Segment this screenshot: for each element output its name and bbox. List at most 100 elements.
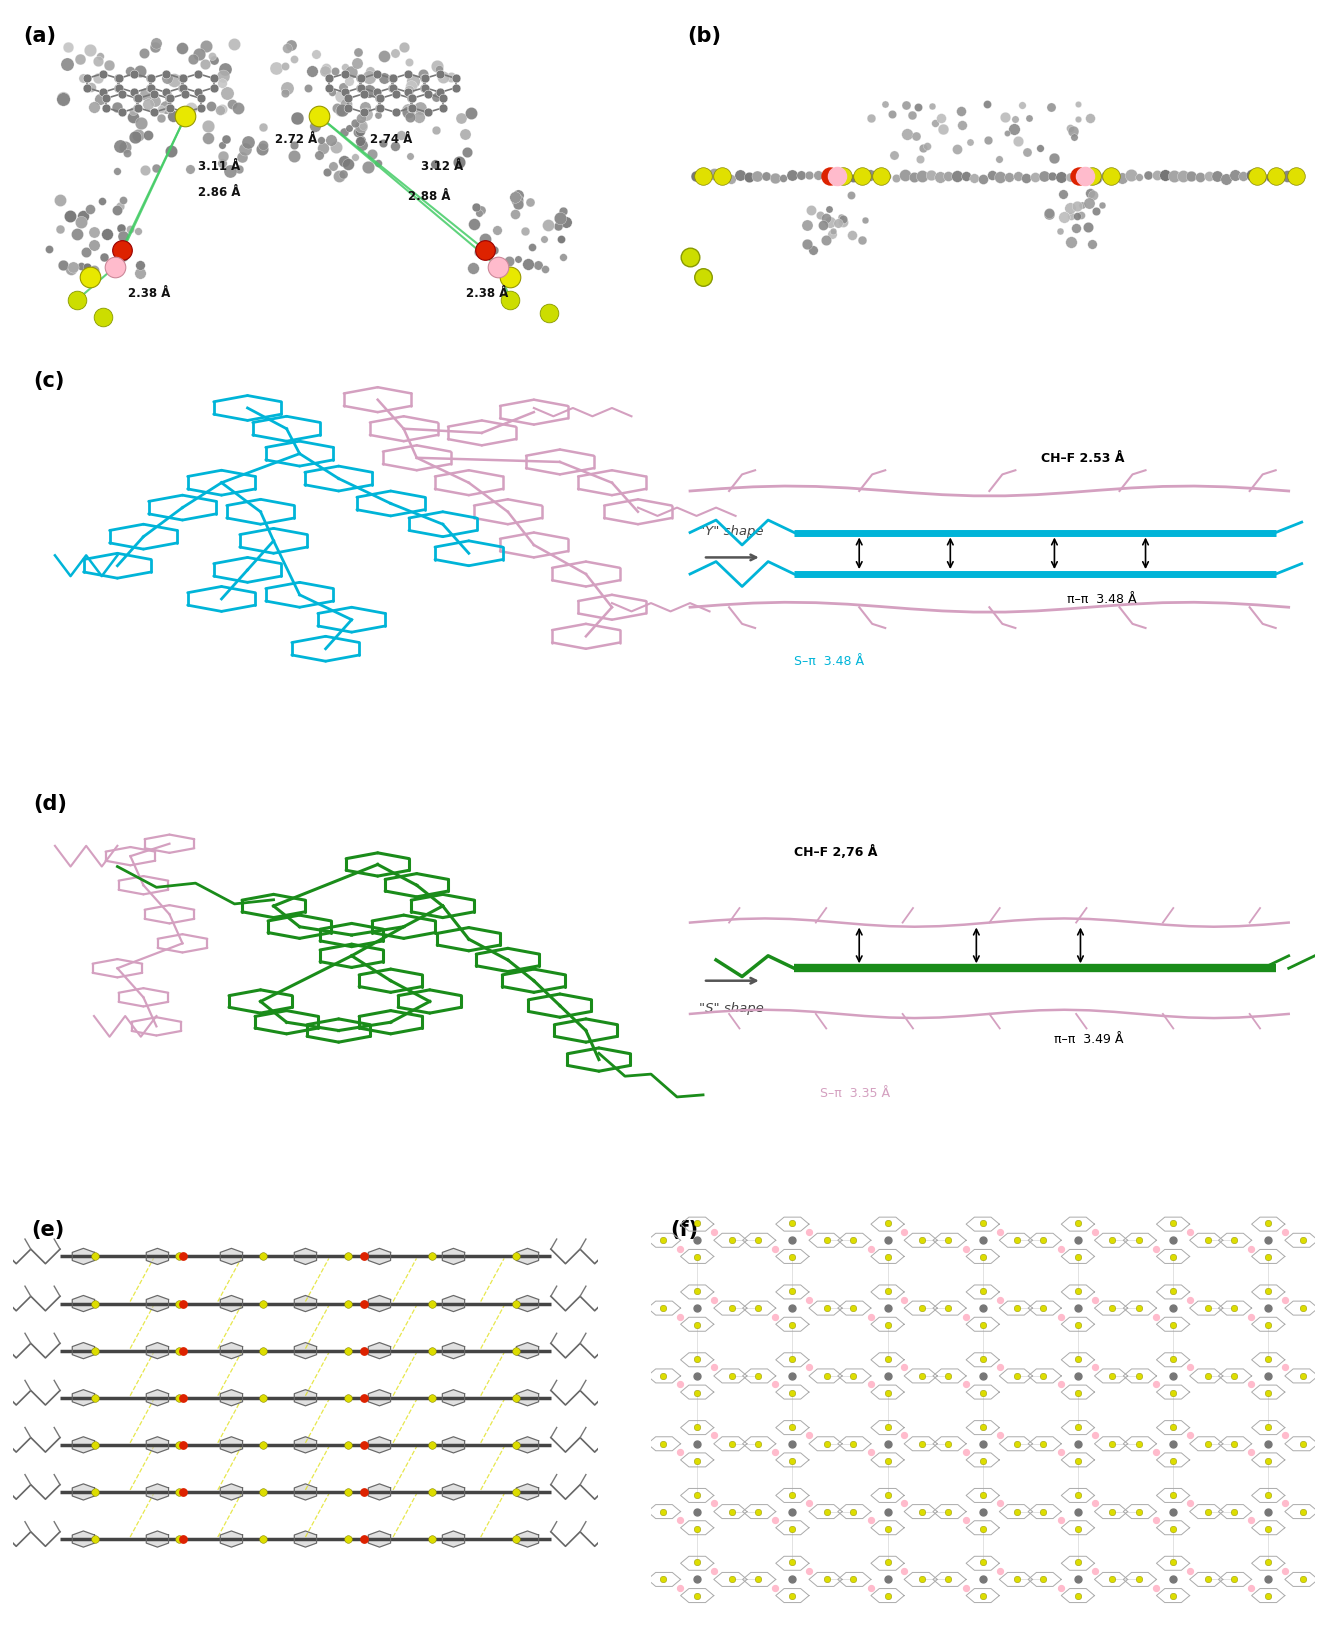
Point xyxy=(166,529,187,555)
Point xyxy=(348,962,369,988)
Point xyxy=(610,567,631,593)
Point xyxy=(369,85,390,111)
Point xyxy=(1127,1498,1149,1524)
Point xyxy=(175,81,197,107)
Point xyxy=(88,49,109,75)
Point xyxy=(815,205,837,231)
Point xyxy=(876,1481,898,1508)
Point xyxy=(692,163,713,189)
Point xyxy=(1068,1481,1089,1508)
Point xyxy=(373,917,394,943)
Point xyxy=(158,980,179,1006)
Point xyxy=(109,75,130,101)
Point xyxy=(652,1566,673,1592)
Point xyxy=(356,101,377,127)
Point xyxy=(216,80,238,106)
Point xyxy=(1033,163,1054,189)
Point xyxy=(588,1035,610,1061)
Point xyxy=(173,1525,194,1551)
Point xyxy=(989,1354,1011,1381)
Point xyxy=(515,456,537,482)
Point xyxy=(1084,1286,1105,1312)
Point xyxy=(497,487,518,513)
Point xyxy=(369,94,390,120)
Point xyxy=(114,133,135,160)
Point xyxy=(466,518,487,544)
Point xyxy=(323,153,344,179)
Point xyxy=(550,982,571,1008)
Point xyxy=(471,433,493,459)
Point xyxy=(252,1244,274,1270)
Point xyxy=(1258,1498,1279,1524)
Point xyxy=(414,75,436,101)
Point xyxy=(687,1363,708,1389)
Point xyxy=(972,1312,993,1338)
Point xyxy=(529,941,550,967)
Point xyxy=(252,1338,274,1364)
Point xyxy=(290,925,311,951)
Point xyxy=(1276,163,1297,189)
Point xyxy=(92,303,113,329)
Point xyxy=(150,96,171,122)
Point xyxy=(77,65,98,91)
Point xyxy=(505,1291,526,1317)
Point xyxy=(1068,1346,1089,1372)
Point xyxy=(951,112,972,138)
Point xyxy=(211,132,232,158)
Point xyxy=(556,1052,578,1078)
Point xyxy=(1179,1490,1201,1516)
Point xyxy=(938,1498,959,1524)
Point xyxy=(108,65,129,91)
Point xyxy=(1223,1498,1244,1524)
Point xyxy=(894,1558,915,1584)
Point xyxy=(98,52,120,78)
Text: 2.38 Å: 2.38 Å xyxy=(127,287,170,300)
Point xyxy=(333,392,355,418)
Text: 2.38 Å: 2.38 Å xyxy=(466,287,509,300)
Point xyxy=(871,163,892,189)
Point xyxy=(756,163,777,189)
Point xyxy=(450,983,471,1009)
Point xyxy=(189,41,210,67)
Point xyxy=(143,81,165,107)
Point xyxy=(295,899,316,925)
Point xyxy=(1162,1210,1183,1236)
Point xyxy=(505,427,526,453)
Point xyxy=(550,436,571,462)
Point xyxy=(282,641,303,667)
Point xyxy=(876,1413,898,1439)
Point xyxy=(1258,1363,1279,1389)
Point xyxy=(499,247,521,274)
Point xyxy=(307,601,328,627)
Point xyxy=(401,381,422,407)
Point xyxy=(214,57,235,83)
Point xyxy=(1068,1516,1089,1542)
Point xyxy=(112,236,133,262)
Point xyxy=(155,94,177,120)
Point xyxy=(583,456,604,482)
Polygon shape xyxy=(442,1530,465,1547)
Point xyxy=(393,428,414,454)
Point xyxy=(414,484,436,510)
Point xyxy=(130,109,151,135)
Point xyxy=(398,49,420,75)
Point xyxy=(203,65,224,91)
Point xyxy=(463,212,485,238)
Point xyxy=(911,1363,932,1389)
Point xyxy=(826,163,847,189)
Point xyxy=(782,1278,803,1304)
Point xyxy=(421,1431,442,1457)
Point xyxy=(1275,1558,1296,1584)
Point xyxy=(486,217,507,243)
Text: (f): (f) xyxy=(671,1219,699,1241)
Point xyxy=(351,132,372,158)
Point xyxy=(790,161,811,187)
Point xyxy=(355,94,376,120)
Point xyxy=(876,1228,898,1254)
Point xyxy=(911,1228,932,1254)
Point xyxy=(815,228,837,254)
Point xyxy=(353,1431,374,1457)
Point xyxy=(337,85,359,111)
Point xyxy=(1068,1210,1089,1236)
Point xyxy=(854,207,875,233)
